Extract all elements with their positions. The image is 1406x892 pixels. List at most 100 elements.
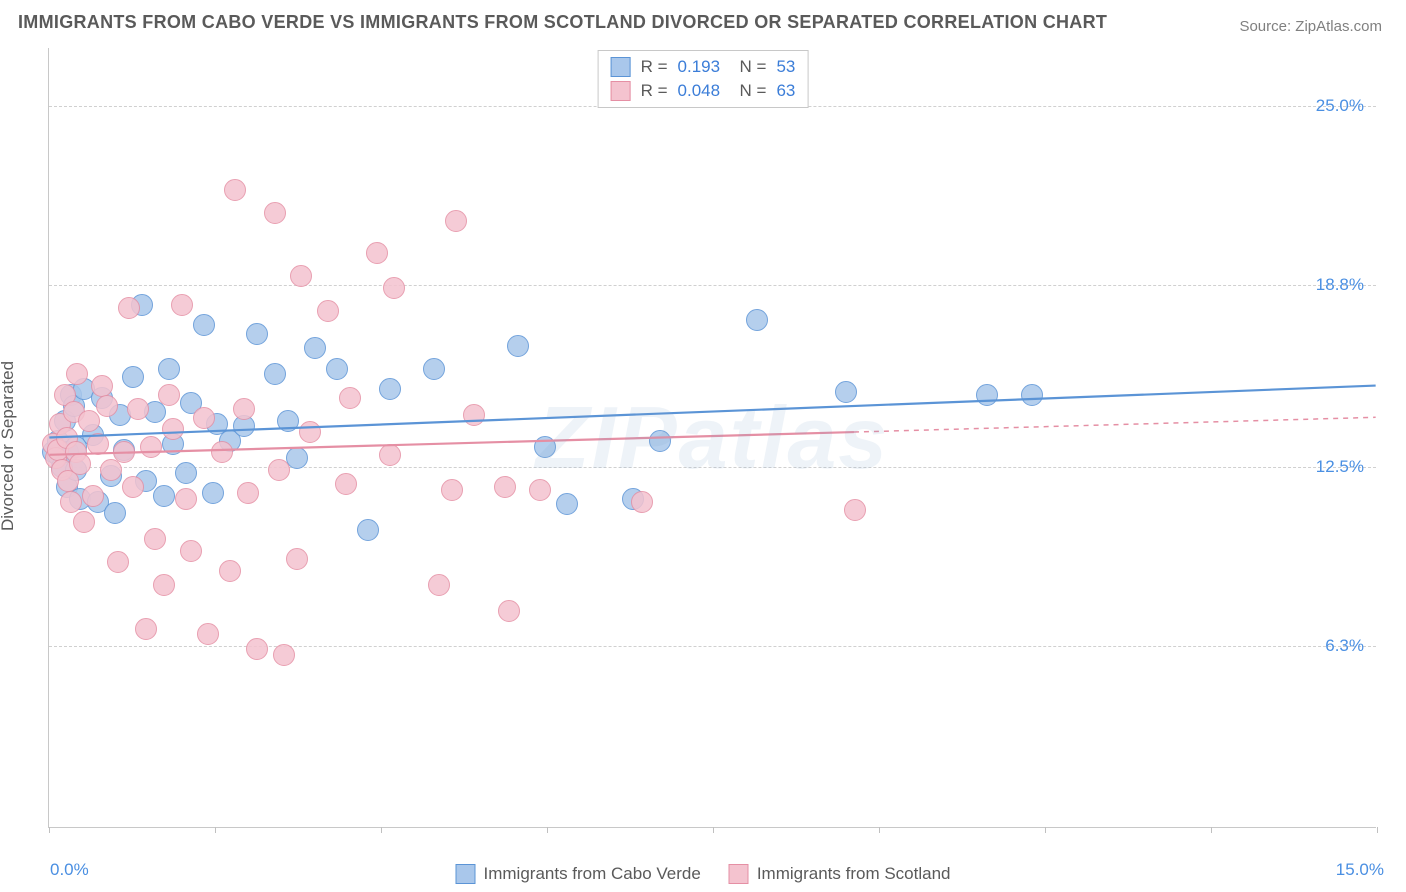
data-point xyxy=(224,179,246,201)
data-point xyxy=(1021,384,1043,406)
data-point xyxy=(556,493,578,515)
data-point xyxy=(87,433,109,455)
data-point xyxy=(107,551,129,573)
legend-correlation-row: R = 0.048 N = 63 xyxy=(611,79,796,103)
data-point xyxy=(339,387,361,409)
y-tick-label: 12.5% xyxy=(1316,457,1364,477)
legend-r-value: 0.048 xyxy=(678,81,730,101)
legend-series-label: Immigrants from Cabo Verde xyxy=(484,864,701,884)
y-tick-label: 25.0% xyxy=(1316,96,1364,116)
data-point xyxy=(66,363,88,385)
legend-r-label: R = xyxy=(641,57,668,77)
x-tick xyxy=(547,827,548,833)
data-point xyxy=(268,459,290,481)
x-tick xyxy=(879,827,880,833)
x-axis-min-label: 0.0% xyxy=(50,860,89,880)
data-point xyxy=(379,378,401,400)
data-point xyxy=(171,294,193,316)
data-point xyxy=(335,473,357,495)
data-point xyxy=(175,488,197,510)
data-point xyxy=(144,528,166,550)
data-point xyxy=(264,202,286,224)
data-point xyxy=(631,491,653,513)
y-axis-title: Divorced or Separated xyxy=(0,361,18,531)
x-tick xyxy=(1211,827,1212,833)
data-point xyxy=(211,441,233,463)
data-point xyxy=(423,358,445,380)
data-point xyxy=(135,618,157,640)
data-point xyxy=(219,560,241,582)
x-tick xyxy=(1045,827,1046,833)
trend-line-extrapolated xyxy=(854,417,1376,432)
data-point xyxy=(366,242,388,264)
data-point xyxy=(197,623,219,645)
legend-r-value: 0.193 xyxy=(678,57,730,77)
data-point xyxy=(498,600,520,622)
legend-n-value: 63 xyxy=(776,81,795,101)
scatter-plot-area: ZIPatlas 6.3% 12.5% 18.8% 25.0% xyxy=(48,48,1376,828)
legend-n-value: 53 xyxy=(776,57,795,77)
data-point xyxy=(286,548,308,570)
data-point xyxy=(193,407,215,429)
legend-swatch xyxy=(729,864,749,884)
trend-lines-layer xyxy=(49,48,1376,827)
legend-swatch xyxy=(611,81,631,101)
data-point xyxy=(746,309,768,331)
data-point xyxy=(246,638,268,660)
grid-line xyxy=(49,285,1376,286)
data-point xyxy=(277,410,299,432)
data-point xyxy=(844,499,866,521)
y-tick-label: 6.3% xyxy=(1325,636,1364,656)
data-point xyxy=(246,323,268,345)
data-point xyxy=(113,441,135,463)
data-point xyxy=(304,337,326,359)
data-point xyxy=(122,366,144,388)
legend-swatch xyxy=(456,864,476,884)
legend-correlation-row: R = 0.193 N = 53 xyxy=(611,55,796,79)
data-point xyxy=(273,644,295,666)
data-point xyxy=(507,335,529,357)
data-point xyxy=(649,430,671,452)
legend-n-label: N = xyxy=(740,57,767,77)
legend-swatch xyxy=(611,57,631,77)
y-tick-label: 18.8% xyxy=(1316,275,1364,295)
watermark-text: ZIPatlas xyxy=(536,387,889,489)
grid-line xyxy=(49,467,1376,468)
chart-title: IMMIGRANTS FROM CABO VERDE VS IMMIGRANTS… xyxy=(18,12,1107,33)
data-point xyxy=(78,410,100,432)
x-tick xyxy=(713,827,714,833)
legend-series-box: Immigrants from Cabo Verde Immigrants fro… xyxy=(456,864,951,884)
data-point xyxy=(122,476,144,498)
data-point xyxy=(264,363,286,385)
data-point xyxy=(91,375,113,397)
legend-series-item: Immigrants from Scotland xyxy=(729,864,951,884)
x-tick xyxy=(1377,827,1378,833)
data-point xyxy=(463,404,485,426)
x-axis-max-label: 15.0% xyxy=(1336,860,1384,880)
data-point xyxy=(494,476,516,498)
data-point xyxy=(118,297,140,319)
data-point xyxy=(158,384,180,406)
legend-series-label: Immigrants from Scotland xyxy=(757,864,951,884)
data-point xyxy=(299,421,321,443)
data-point xyxy=(140,436,162,458)
data-point xyxy=(202,482,224,504)
legend-n-label: N = xyxy=(740,81,767,101)
data-point xyxy=(534,436,556,458)
data-point xyxy=(835,381,857,403)
data-point xyxy=(529,479,551,501)
legend-series-item: Immigrants from Cabo Verde xyxy=(456,864,701,884)
data-point xyxy=(104,502,126,524)
data-point xyxy=(153,485,175,507)
data-point xyxy=(60,491,82,513)
source-attribution: Source: ZipAtlas.com xyxy=(1239,18,1382,35)
x-tick xyxy=(49,827,50,833)
data-point xyxy=(357,519,379,541)
data-point xyxy=(233,398,255,420)
data-point xyxy=(153,574,175,596)
legend-r-label: R = xyxy=(641,81,668,101)
data-point xyxy=(326,358,348,380)
x-tick xyxy=(381,827,382,833)
data-point xyxy=(193,314,215,336)
data-point xyxy=(976,384,998,406)
